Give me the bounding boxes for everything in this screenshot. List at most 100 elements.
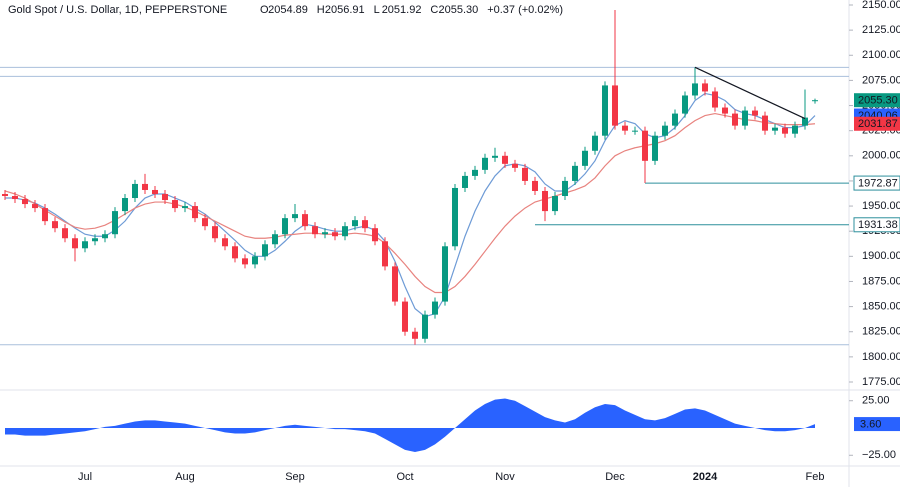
candle-body <box>352 220 358 227</box>
support-label-box <box>853 175 900 191</box>
candle-body <box>492 155 498 158</box>
header: Gold Spot / U.S. Dollar, 1D, PEPPERSTONE… <box>8 4 563 16</box>
osc-tick-label: −25.00 <box>862 449 896 461</box>
x-tick-label: Oct <box>396 471 413 483</box>
candle-body <box>72 238 78 249</box>
candle-body <box>602 85 608 136</box>
header-ohlc-value: 2054.89 <box>268 4 308 16</box>
moving-average <box>5 92 816 318</box>
candle-body <box>622 125 628 131</box>
candle-body <box>322 232 328 235</box>
last-price-label: 2055.30 <box>858 95 898 107</box>
candle-body <box>722 107 728 114</box>
candle-body <box>262 244 268 257</box>
header-title: Gold Spot / U.S. Dollar, 1D, PEPPERSTONE <box>8 4 227 16</box>
candle-body <box>662 125 668 136</box>
header-ohlc-value: 2056.91 <box>325 4 365 16</box>
candle-body <box>502 155 508 164</box>
candle-body <box>192 206 198 219</box>
candle-body <box>582 150 588 166</box>
candle-body <box>692 83 698 96</box>
candle-body <box>52 221 58 229</box>
header-ohlc-label: L <box>374 4 380 16</box>
candle-body <box>132 183 138 199</box>
oscillator-area <box>5 398 815 452</box>
candle-body <box>212 226 218 239</box>
candle-body <box>272 234 278 245</box>
support-label-box <box>853 217 900 233</box>
candle-body <box>142 183 148 190</box>
candle-body <box>122 198 128 212</box>
candle-body <box>342 226 348 237</box>
header-ohlc-value: 2055.30 <box>439 4 479 16</box>
candle-body <box>412 331 418 339</box>
y-tick-label: 1825.00 <box>862 326 900 338</box>
candle-body <box>222 238 228 247</box>
candle-body <box>702 83 708 92</box>
candle-body <box>232 246 238 259</box>
candle-body <box>422 314 428 339</box>
moving-average <box>4 112 816 294</box>
candle-body <box>532 180 538 191</box>
candle-body <box>472 169 478 176</box>
header-ohlc-label: C <box>430 4 438 16</box>
candle-body <box>572 165 578 181</box>
candle-body <box>82 241 88 249</box>
candle-body <box>542 190 548 212</box>
candle-body <box>312 226 318 235</box>
y-tick-label: 1775.00 <box>862 376 900 388</box>
candle-body <box>62 228 68 239</box>
candle-body <box>812 100 818 102</box>
candle-body <box>792 125 798 134</box>
x-tick-label: 2024 <box>693 471 718 483</box>
candle-body <box>782 127 788 134</box>
candle-body <box>632 130 638 132</box>
oscillator-label: 3.60 <box>860 418 881 430</box>
x-tick-label: Dec <box>605 471 625 483</box>
candle-body <box>752 110 758 116</box>
candle-body <box>762 115 768 131</box>
candle-body <box>712 91 718 108</box>
y-tick-label: 2150.00 <box>862 0 900 11</box>
header-change: +0.37 (+0.02%) <box>487 4 563 16</box>
candle-body <box>332 232 338 237</box>
last-price-label-box <box>854 93 900 108</box>
candle-body <box>482 157 488 170</box>
candle-body <box>512 163 518 168</box>
candle-body <box>642 130 648 161</box>
x-tick-label: Feb <box>806 471 825 483</box>
candle-body <box>462 175 468 188</box>
ma-label: 2031.87 <box>858 118 898 130</box>
candle-body <box>732 113 738 126</box>
candle-body <box>112 211 118 235</box>
candle-body <box>2 194 8 197</box>
y-tick-label: 2100.00 <box>862 49 900 61</box>
candle-body <box>22 199 28 205</box>
candle-body <box>42 208 48 222</box>
candle-body <box>392 266 398 302</box>
candle-body <box>672 113 678 126</box>
header-ohlc-label: H <box>317 4 325 16</box>
candle-body <box>362 220 368 229</box>
candle-body <box>372 228 378 242</box>
x-tick-label: Jul <box>78 471 92 483</box>
candle-body <box>92 238 98 242</box>
candle-body <box>102 234 108 239</box>
candle-body <box>32 204 38 209</box>
candle-body <box>302 214 308 227</box>
oscillator-label-box <box>854 417 900 432</box>
candle-body <box>802 117 808 126</box>
candle-body <box>612 85 618 126</box>
candle-body <box>592 135 598 151</box>
candle-body <box>282 218 288 235</box>
x-tick-label: Nov <box>495 471 515 483</box>
candle-body <box>522 167 528 181</box>
y-tick-label: 2075.00 <box>862 74 900 86</box>
candle-body <box>292 214 298 219</box>
candle-body <box>682 95 688 114</box>
candle-body <box>442 246 448 302</box>
support-label: 1931.38 <box>858 219 898 231</box>
osc-tick-label: 25.00 <box>862 395 890 407</box>
